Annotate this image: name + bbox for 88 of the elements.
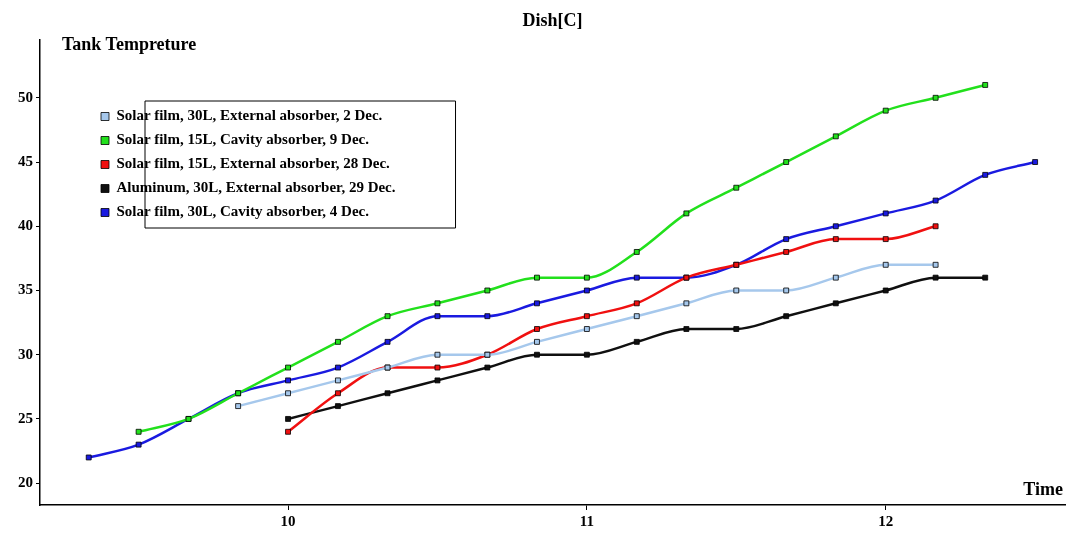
point <box>733 184 740 191</box>
legend-label: Solar film, 15L, Cavity absorber, 9 Dec. <box>116 131 370 148</box>
point <box>85 454 92 461</box>
point <box>335 390 341 397</box>
y-tick-label: 20 <box>18 474 33 491</box>
point <box>583 313 590 320</box>
legend-label: Aluminum, 30L, External absorber, 29 Dec. <box>116 179 396 196</box>
point <box>285 364 291 371</box>
point <box>285 377 291 384</box>
point <box>982 172 989 178</box>
point <box>135 441 142 448</box>
point <box>484 364 491 371</box>
point <box>932 274 939 281</box>
point <box>932 223 939 230</box>
point <box>683 300 690 307</box>
point <box>832 133 839 140</box>
point <box>335 364 341 371</box>
y-axis-title: Tank Tempreture <box>62 33 197 54</box>
point <box>434 300 441 307</box>
point <box>982 82 989 88</box>
point <box>683 326 690 332</box>
point <box>882 261 889 268</box>
legend-label: Solar film, 15L, External absorber, 28 Dec. <box>116 155 391 172</box>
point <box>235 403 241 409</box>
point <box>434 351 441 358</box>
point <box>384 338 391 345</box>
legend-label: Solar film, 30L, Cavity absorber, 4 Dec. <box>116 203 370 220</box>
point <box>534 338 540 345</box>
point <box>633 338 640 345</box>
point <box>982 274 989 281</box>
point <box>832 236 839 242</box>
point <box>534 300 540 307</box>
point <box>882 107 889 114</box>
y-tick-label: 35 <box>18 281 33 298</box>
point <box>384 390 391 397</box>
point <box>335 338 341 345</box>
point <box>434 364 441 371</box>
point <box>484 287 491 294</box>
point <box>832 274 839 281</box>
point <box>832 300 839 307</box>
point <box>434 313 441 320</box>
y-tick-label: 30 <box>18 345 33 362</box>
point <box>932 94 939 101</box>
point <box>335 377 341 384</box>
point <box>484 313 491 320</box>
x-tick-label: 11 <box>579 512 594 529</box>
point <box>832 223 839 230</box>
point <box>783 236 790 242</box>
point <box>583 326 590 332</box>
point <box>932 197 939 204</box>
point <box>783 159 790 165</box>
point <box>285 428 291 435</box>
point <box>583 287 590 294</box>
point <box>633 313 640 320</box>
point <box>633 300 640 307</box>
point <box>882 287 889 294</box>
point <box>285 416 291 422</box>
point <box>534 274 540 281</box>
point <box>335 403 341 409</box>
y-tick-label: 45 <box>18 152 33 169</box>
chart-title: Dish[C] <box>522 9 583 30</box>
point <box>783 287 790 294</box>
point <box>583 351 590 358</box>
point <box>783 249 790 255</box>
y-tick-label: 50 <box>18 88 33 105</box>
point <box>932 261 939 268</box>
y-tick-label: 25 <box>18 409 33 426</box>
point <box>633 249 640 255</box>
x-tick-label: 12 <box>878 512 894 529</box>
point <box>534 326 540 332</box>
point <box>882 210 889 217</box>
y-tick-label: 40 <box>18 217 33 234</box>
point <box>683 210 690 217</box>
point <box>633 274 640 281</box>
legend-label: Solar film, 30L, External absorber, 2 Dec. <box>116 107 383 124</box>
x-axis-title: Time <box>1023 478 1063 499</box>
point <box>783 313 790 320</box>
point <box>135 428 142 435</box>
point <box>733 326 740 332</box>
point <box>1032 159 1038 165</box>
point <box>534 351 540 358</box>
point <box>882 236 889 242</box>
x-tick-label: 10 <box>280 512 296 529</box>
point <box>285 390 291 397</box>
point <box>434 377 441 384</box>
point <box>384 313 391 320</box>
point <box>733 287 740 294</box>
point <box>583 274 590 281</box>
